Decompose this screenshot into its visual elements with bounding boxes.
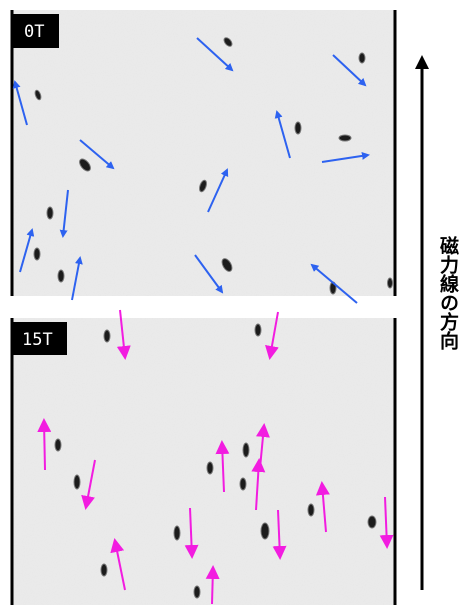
micrograph bbox=[12, 318, 395, 605]
direction-label: 磁力線の方向 bbox=[437, 235, 459, 350]
panel-0t: 0T bbox=[12, 10, 395, 303]
micrograph bbox=[12, 10, 395, 296]
panel-label: 0T bbox=[24, 22, 44, 42]
panel-label: 15T bbox=[22, 330, 53, 350]
panel-15t: 15T bbox=[12, 310, 395, 605]
figure: 0T bbox=[0, 0, 466, 605]
